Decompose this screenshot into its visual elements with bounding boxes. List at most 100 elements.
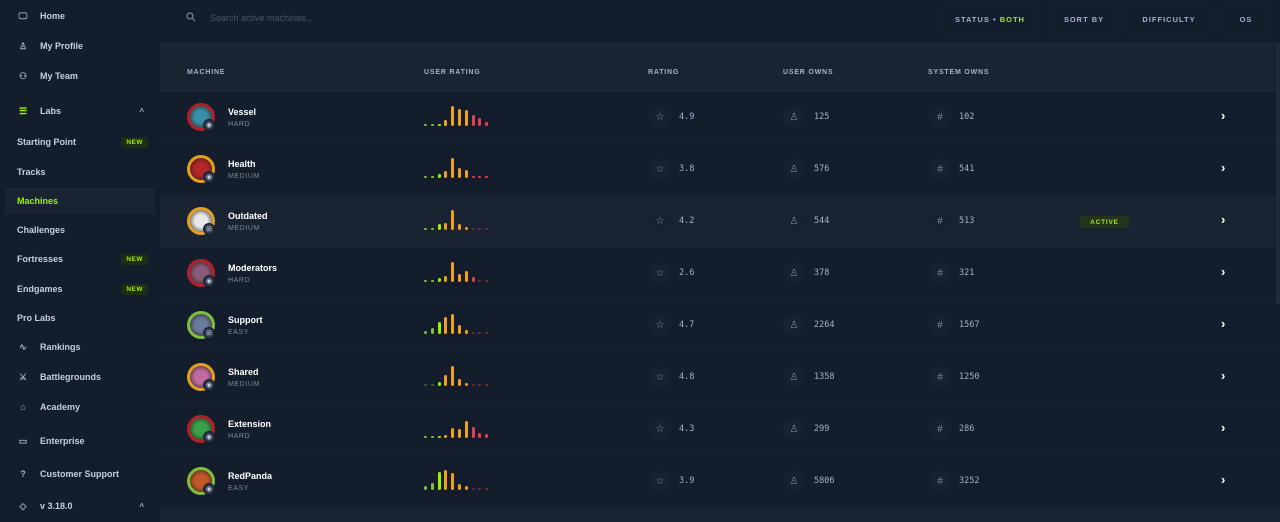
table-row[interactable]: ◉ Health MEDIUM ☆ 3.8 ♙ 576 # 541 › (160, 144, 1280, 196)
machine-difficulty: HARD (228, 277, 251, 284)
hash-icon: # (929, 158, 951, 180)
machine-name[interactable]: Shared (228, 367, 259, 377)
rating-value: 4.7 (679, 320, 695, 330)
rating-bar (471, 115, 475, 126)
status-filter-button[interactable]: STATUS • BOTH (941, 4, 1039, 34)
os-filter-button[interactable]: OS (1221, 4, 1271, 34)
chevron-right-icon[interactable]: › (1221, 264, 1226, 279)
rating-bar (451, 106, 455, 126)
sidebar-item-label: Enterprise (40, 436, 85, 446)
sidebar-item-fortresses[interactable]: Fortresses NEW (0, 246, 160, 272)
table-row[interactable]: ◉ RedPanda EASY ☆ 3.9 ♙ 5806 # 3252 › (160, 456, 1280, 508)
header-user-owns[interactable]: USER OWNS (783, 69, 834, 76)
user-icon: ♙ (783, 470, 805, 492)
sidebar-item-machines[interactable]: Machines (5, 188, 155, 214)
rating-bar (451, 428, 455, 438)
status-value: BOTH (999, 14, 1025, 24)
chevron-up-icon[interactable]: ^ (139, 501, 144, 511)
sidebar-item-starting-point[interactable]: Starting Point NEW (0, 129, 160, 155)
table-row[interactable]: ◉ Vessel HARD ☆ 4.9 ♙ 125 # 102 › (160, 92, 1280, 144)
machine-name[interactable]: Extension (228, 419, 272, 429)
table-row[interactable]: ◉ Extension HARD ☆ 4.3 ♙ 299 # 286 › (160, 404, 1280, 456)
chevron-right-icon[interactable]: › (1221, 108, 1226, 123)
tag-icon: ◇ (19, 500, 27, 511)
machine-name[interactable]: Outdated (228, 211, 268, 221)
rating-bar (458, 168, 461, 178)
scrollbar[interactable] (1276, 44, 1280, 304)
rating-bar (424, 486, 427, 490)
sidebar-item-battlegrounds[interactable]: ⚔ Battlegrounds (0, 364, 160, 390)
search-icon (186, 12, 196, 24)
user-rating-distribution (424, 260, 494, 282)
machine-name[interactable]: Moderators (228, 263, 278, 273)
sidebar-item-label: Labs (40, 106, 62, 116)
windows-icon: ⊞ (203, 223, 215, 235)
rating-bar (485, 434, 489, 438)
rating-bar (430, 176, 434, 178)
table-row[interactable]: ◉ Shared MEDIUM ☆ 4.8 ♙ 1358 # 1250 › (160, 352, 1280, 404)
linux-icon: ◉ (203, 171, 215, 183)
rating-bar (464, 170, 468, 178)
sidebar-item-my-team[interactable]: ⚇ My Team (0, 63, 160, 89)
pulse-icon: ∿ (19, 341, 27, 352)
user-owns-value: 544 (814, 216, 830, 226)
sidebar-item-challenges[interactable]: Challenges (0, 217, 160, 243)
user-icon: ♙ (18, 40, 28, 51)
sidebar-item-label: Fortresses (17, 254, 64, 264)
chevron-right-icon[interactable]: › (1221, 420, 1226, 435)
sidebar-item-labs[interactable]: ☰ Labs ^ (0, 98, 160, 124)
user-rating-distribution (424, 208, 494, 230)
rating-bar (430, 436, 434, 438)
chevron-right-icon[interactable]: › (1221, 212, 1226, 227)
chevron-right-icon[interactable]: › (1221, 472, 1226, 487)
rating-bar (464, 421, 468, 438)
sidebar-item-customer-support[interactable]: ? Customer Support (0, 461, 160, 487)
sidebar-item-my-profile[interactable]: ♙ My Profile (0, 33, 160, 59)
chevron-right-icon[interactable]: › (1221, 368, 1226, 383)
search-input[interactable]: Search active machines... (186, 12, 313, 24)
hash-icon: # (929, 210, 951, 232)
sidebar-item-rankings[interactable]: ∿ Rankings (0, 334, 160, 360)
system-owns-value: 321 (959, 268, 975, 278)
rating-value: 4.3 (679, 424, 695, 434)
header-system-owns[interactable]: SYSTEM OWNS (928, 69, 990, 76)
rating-bar (471, 427, 475, 438)
table-row[interactable]: ⊞ Outdated MEDIUM ☆ 4.2 ♙ 544 # 513 ACTI… (160, 196, 1280, 248)
sidebar-item-label: Customer Support (40, 469, 120, 479)
machine-name[interactable]: Vessel (228, 107, 257, 117)
sidebar-item-label: Machines (17, 196, 59, 206)
sidebar-item-home[interactable]: 🖵 Home (0, 3, 160, 29)
linux-icon: ◉ (203, 483, 215, 495)
table-row[interactable]: ◉ Moderators HARD ☆ 2.6 ♙ 378 # 321 › (160, 248, 1280, 300)
rating-bar (424, 228, 427, 230)
header-machine[interactable]: MACHINE (187, 69, 226, 76)
rating-bar (478, 118, 482, 126)
rating-bar (424, 124, 427, 126)
sidebar-item-enterprise[interactable]: ▭ Enterprise (0, 428, 160, 454)
machine-name[interactable]: RedPanda (228, 471, 273, 481)
rating-value: 4.8 (679, 372, 695, 382)
sidebar-item-label: Academy (40, 402, 81, 412)
machine-name[interactable]: Support (228, 315, 263, 325)
chevron-right-icon[interactable]: › (1221, 316, 1226, 331)
machine-name[interactable]: Health (228, 159, 256, 169)
user-icon: ♙ (783, 366, 805, 388)
rating-bar (471, 228, 475, 230)
table-row[interactable]: ⊞ Support EASY ☆ 4.7 ♙ 2264 # 1567 › (160, 300, 1280, 352)
header-user-rating[interactable]: USER RATING (424, 69, 481, 76)
sidebar-item-pro-labs[interactable]: Pro Labs (0, 305, 160, 331)
rating-bar (458, 109, 461, 126)
chevron-right-icon[interactable]: › (1221, 160, 1226, 175)
difficulty-filter-button[interactable]: DIFFICULTY (1127, 4, 1211, 34)
new-badge: NEW (121, 253, 148, 265)
sidebar-item-endgames[interactable]: Endgames NEW (0, 276, 160, 302)
header-rating[interactable]: RATING (648, 69, 680, 76)
machine-difficulty: HARD (228, 433, 251, 440)
sidebar-item-tracks[interactable]: Tracks (0, 159, 160, 185)
sidebar-item-v-3-18-0[interactable]: ◇ v 3.18.0 ^ (0, 493, 160, 519)
machine-difficulty: EASY (228, 329, 250, 336)
sort-by-button[interactable]: SORT BY (1049, 4, 1119, 34)
chevron-up-icon[interactable]: ^ (139, 106, 144, 116)
machine-difficulty: MEDIUM (228, 173, 260, 180)
sidebar-item-academy[interactable]: ⌂ Academy (0, 394, 160, 420)
